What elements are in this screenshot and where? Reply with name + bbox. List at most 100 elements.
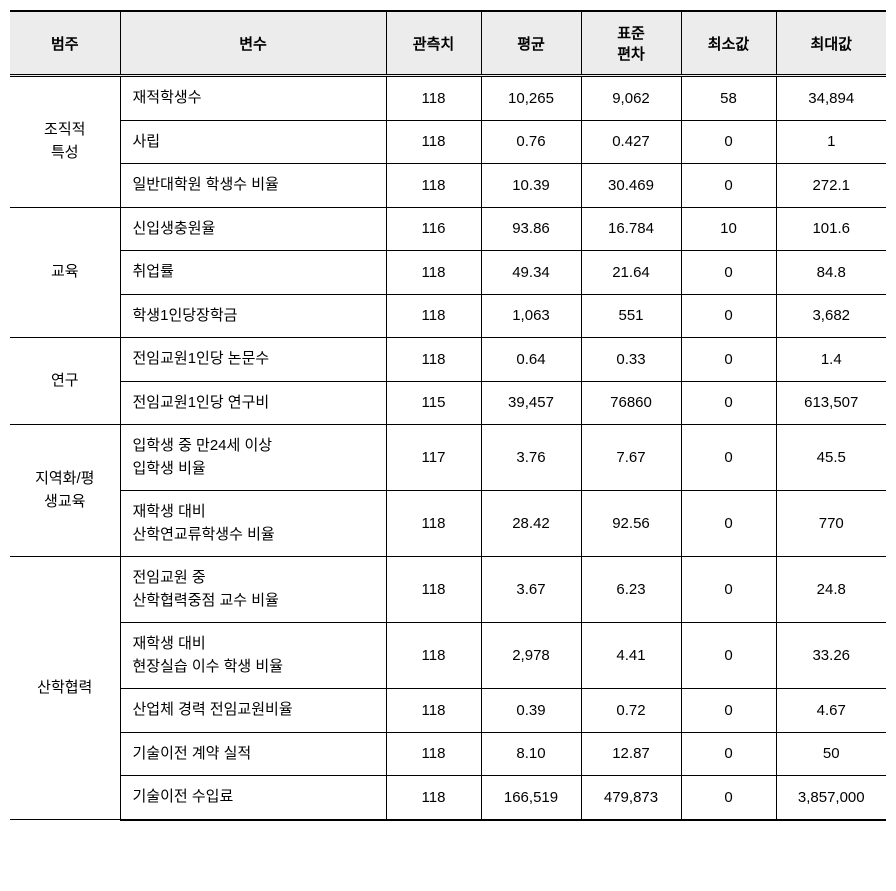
obs-cell: 118 xyxy=(386,732,481,776)
mean-cell: 0.64 xyxy=(481,338,581,382)
mean-cell: 10.39 xyxy=(481,164,581,208)
mean-cell: 49.34 xyxy=(481,251,581,295)
variable-cell: 일반대학원 학생수 비율 xyxy=(120,164,386,208)
std-cell: 21.64 xyxy=(581,251,681,295)
category-cell: 연구 xyxy=(10,338,120,425)
min-cell: 0 xyxy=(681,164,776,208)
col-header-max: 최대값 xyxy=(776,11,886,76)
obs-cell: 117 xyxy=(386,425,481,491)
mean-cell: 0.76 xyxy=(481,120,581,164)
mean-cell: 2,978 xyxy=(481,623,581,689)
max-cell: 45.5 xyxy=(776,425,886,491)
variable-cell: 재학생 대비산학연교류학생수 비율 xyxy=(120,491,386,557)
mean-cell: 3.67 xyxy=(481,557,581,623)
min-cell: 0 xyxy=(681,776,776,820)
col-header-obs: 관측치 xyxy=(386,11,481,76)
std-cell: 9,062 xyxy=(581,76,681,121)
min-cell: 0 xyxy=(681,425,776,491)
std-cell: 0.72 xyxy=(581,689,681,733)
mean-cell: 166,519 xyxy=(481,776,581,820)
table-row: 기술이전 수입료118166,519479,87303,857,000 xyxy=(10,776,886,820)
category-cell: 지역화/평생교육 xyxy=(10,425,120,557)
table-row: 지역화/평생교육입학생 중 만24세 이상입학생 비율1173.767.6704… xyxy=(10,425,886,491)
category-cell: 산학협력 xyxy=(10,557,120,820)
obs-cell: 116 xyxy=(386,207,481,251)
std-cell: 479,873 xyxy=(581,776,681,820)
obs-cell: 118 xyxy=(386,689,481,733)
max-cell: 4.67 xyxy=(776,689,886,733)
variable-cell: 재적학생수 xyxy=(120,76,386,121)
std-cell: 4.41 xyxy=(581,623,681,689)
variable-cell: 신입생충원율 xyxy=(120,207,386,251)
obs-cell: 115 xyxy=(386,381,481,425)
max-cell: 3,857,000 xyxy=(776,776,886,820)
min-cell: 0 xyxy=(681,120,776,164)
std-cell: 12.87 xyxy=(581,732,681,776)
std-cell: 7.67 xyxy=(581,425,681,491)
min-cell: 0 xyxy=(681,381,776,425)
col-header-variable: 변수 xyxy=(120,11,386,76)
min-cell: 0 xyxy=(681,623,776,689)
table-row: 사립1180.760.42701 xyxy=(10,120,886,164)
variable-cell: 취업률 xyxy=(120,251,386,295)
min-cell: 0 xyxy=(681,251,776,295)
obs-cell: 118 xyxy=(386,294,481,338)
min-cell: 0 xyxy=(681,338,776,382)
obs-cell: 118 xyxy=(386,120,481,164)
mean-cell: 3.76 xyxy=(481,425,581,491)
table-row: 일반대학원 학생수 비율11810.3930.4690272.1 xyxy=(10,164,886,208)
col-header-std: 표준편차 xyxy=(581,11,681,76)
table-row: 재학생 대비현장실습 이수 학생 비율1182,9784.41033.26 xyxy=(10,623,886,689)
obs-cell: 118 xyxy=(386,338,481,382)
std-cell: 551 xyxy=(581,294,681,338)
min-cell: 0 xyxy=(681,689,776,733)
mean-cell: 28.42 xyxy=(481,491,581,557)
min-cell: 0 xyxy=(681,557,776,623)
variable-cell: 학생1인당장학금 xyxy=(120,294,386,338)
table-row: 전임교원1인당 연구비11539,457768600613,507 xyxy=(10,381,886,425)
max-cell: 1 xyxy=(776,120,886,164)
mean-cell: 93.86 xyxy=(481,207,581,251)
variable-cell: 기술이전 계약 실적 xyxy=(120,732,386,776)
table-body: 조직적특성재적학생수11810,2659,0625834,894사립1180.7… xyxy=(10,76,886,820)
variable-cell: 재학생 대비현장실습 이수 학생 비율 xyxy=(120,623,386,689)
obs-cell: 118 xyxy=(386,164,481,208)
table-row: 산학협력전임교원 중산학협력중점 교수 비율1183.676.23024.8 xyxy=(10,557,886,623)
col-header-min: 최소값 xyxy=(681,11,776,76)
variable-cell: 전임교원 중산학협력중점 교수 비율 xyxy=(120,557,386,623)
variable-cell: 산업체 경력 전임교원비율 xyxy=(120,689,386,733)
variable-cell: 기술이전 수입료 xyxy=(120,776,386,820)
std-cell: 6.23 xyxy=(581,557,681,623)
max-cell: 84.8 xyxy=(776,251,886,295)
variable-cell: 사립 xyxy=(120,120,386,164)
obs-cell: 118 xyxy=(386,623,481,689)
mean-cell: 39,457 xyxy=(481,381,581,425)
min-cell: 10 xyxy=(681,207,776,251)
statistics-table: 범주 변수 관측치 평균 표준편차 최소값 최대값 조직적특성재적학생수1181… xyxy=(10,10,886,821)
std-cell: 92.56 xyxy=(581,491,681,557)
table-row: 연구전임교원1인당 논문수1180.640.3301.4 xyxy=(10,338,886,382)
table-header: 범주 변수 관측치 평균 표준편차 최소값 최대값 xyxy=(10,11,886,76)
min-cell: 0 xyxy=(681,294,776,338)
mean-cell: 1,063 xyxy=(481,294,581,338)
mean-cell: 0.39 xyxy=(481,689,581,733)
table-row: 기술이전 계약 실적1188.1012.87050 xyxy=(10,732,886,776)
table-row: 취업률11849.3421.64084.8 xyxy=(10,251,886,295)
table-row: 산업체 경력 전임교원비율1180.390.7204.67 xyxy=(10,689,886,733)
category-cell: 교육 xyxy=(10,207,120,338)
std-cell: 0.33 xyxy=(581,338,681,382)
table-row: 학생1인당장학금1181,06355103,682 xyxy=(10,294,886,338)
obs-cell: 118 xyxy=(386,557,481,623)
obs-cell: 118 xyxy=(386,491,481,557)
obs-cell: 118 xyxy=(386,251,481,295)
max-cell: 24.8 xyxy=(776,557,886,623)
variable-cell: 전임교원1인당 논문수 xyxy=(120,338,386,382)
col-header-mean: 평균 xyxy=(481,11,581,76)
col-header-category: 범주 xyxy=(10,11,120,76)
std-cell: 0.427 xyxy=(581,120,681,164)
std-cell: 76860 xyxy=(581,381,681,425)
max-cell: 3,682 xyxy=(776,294,886,338)
max-cell: 770 xyxy=(776,491,886,557)
std-cell: 30.469 xyxy=(581,164,681,208)
max-cell: 272.1 xyxy=(776,164,886,208)
